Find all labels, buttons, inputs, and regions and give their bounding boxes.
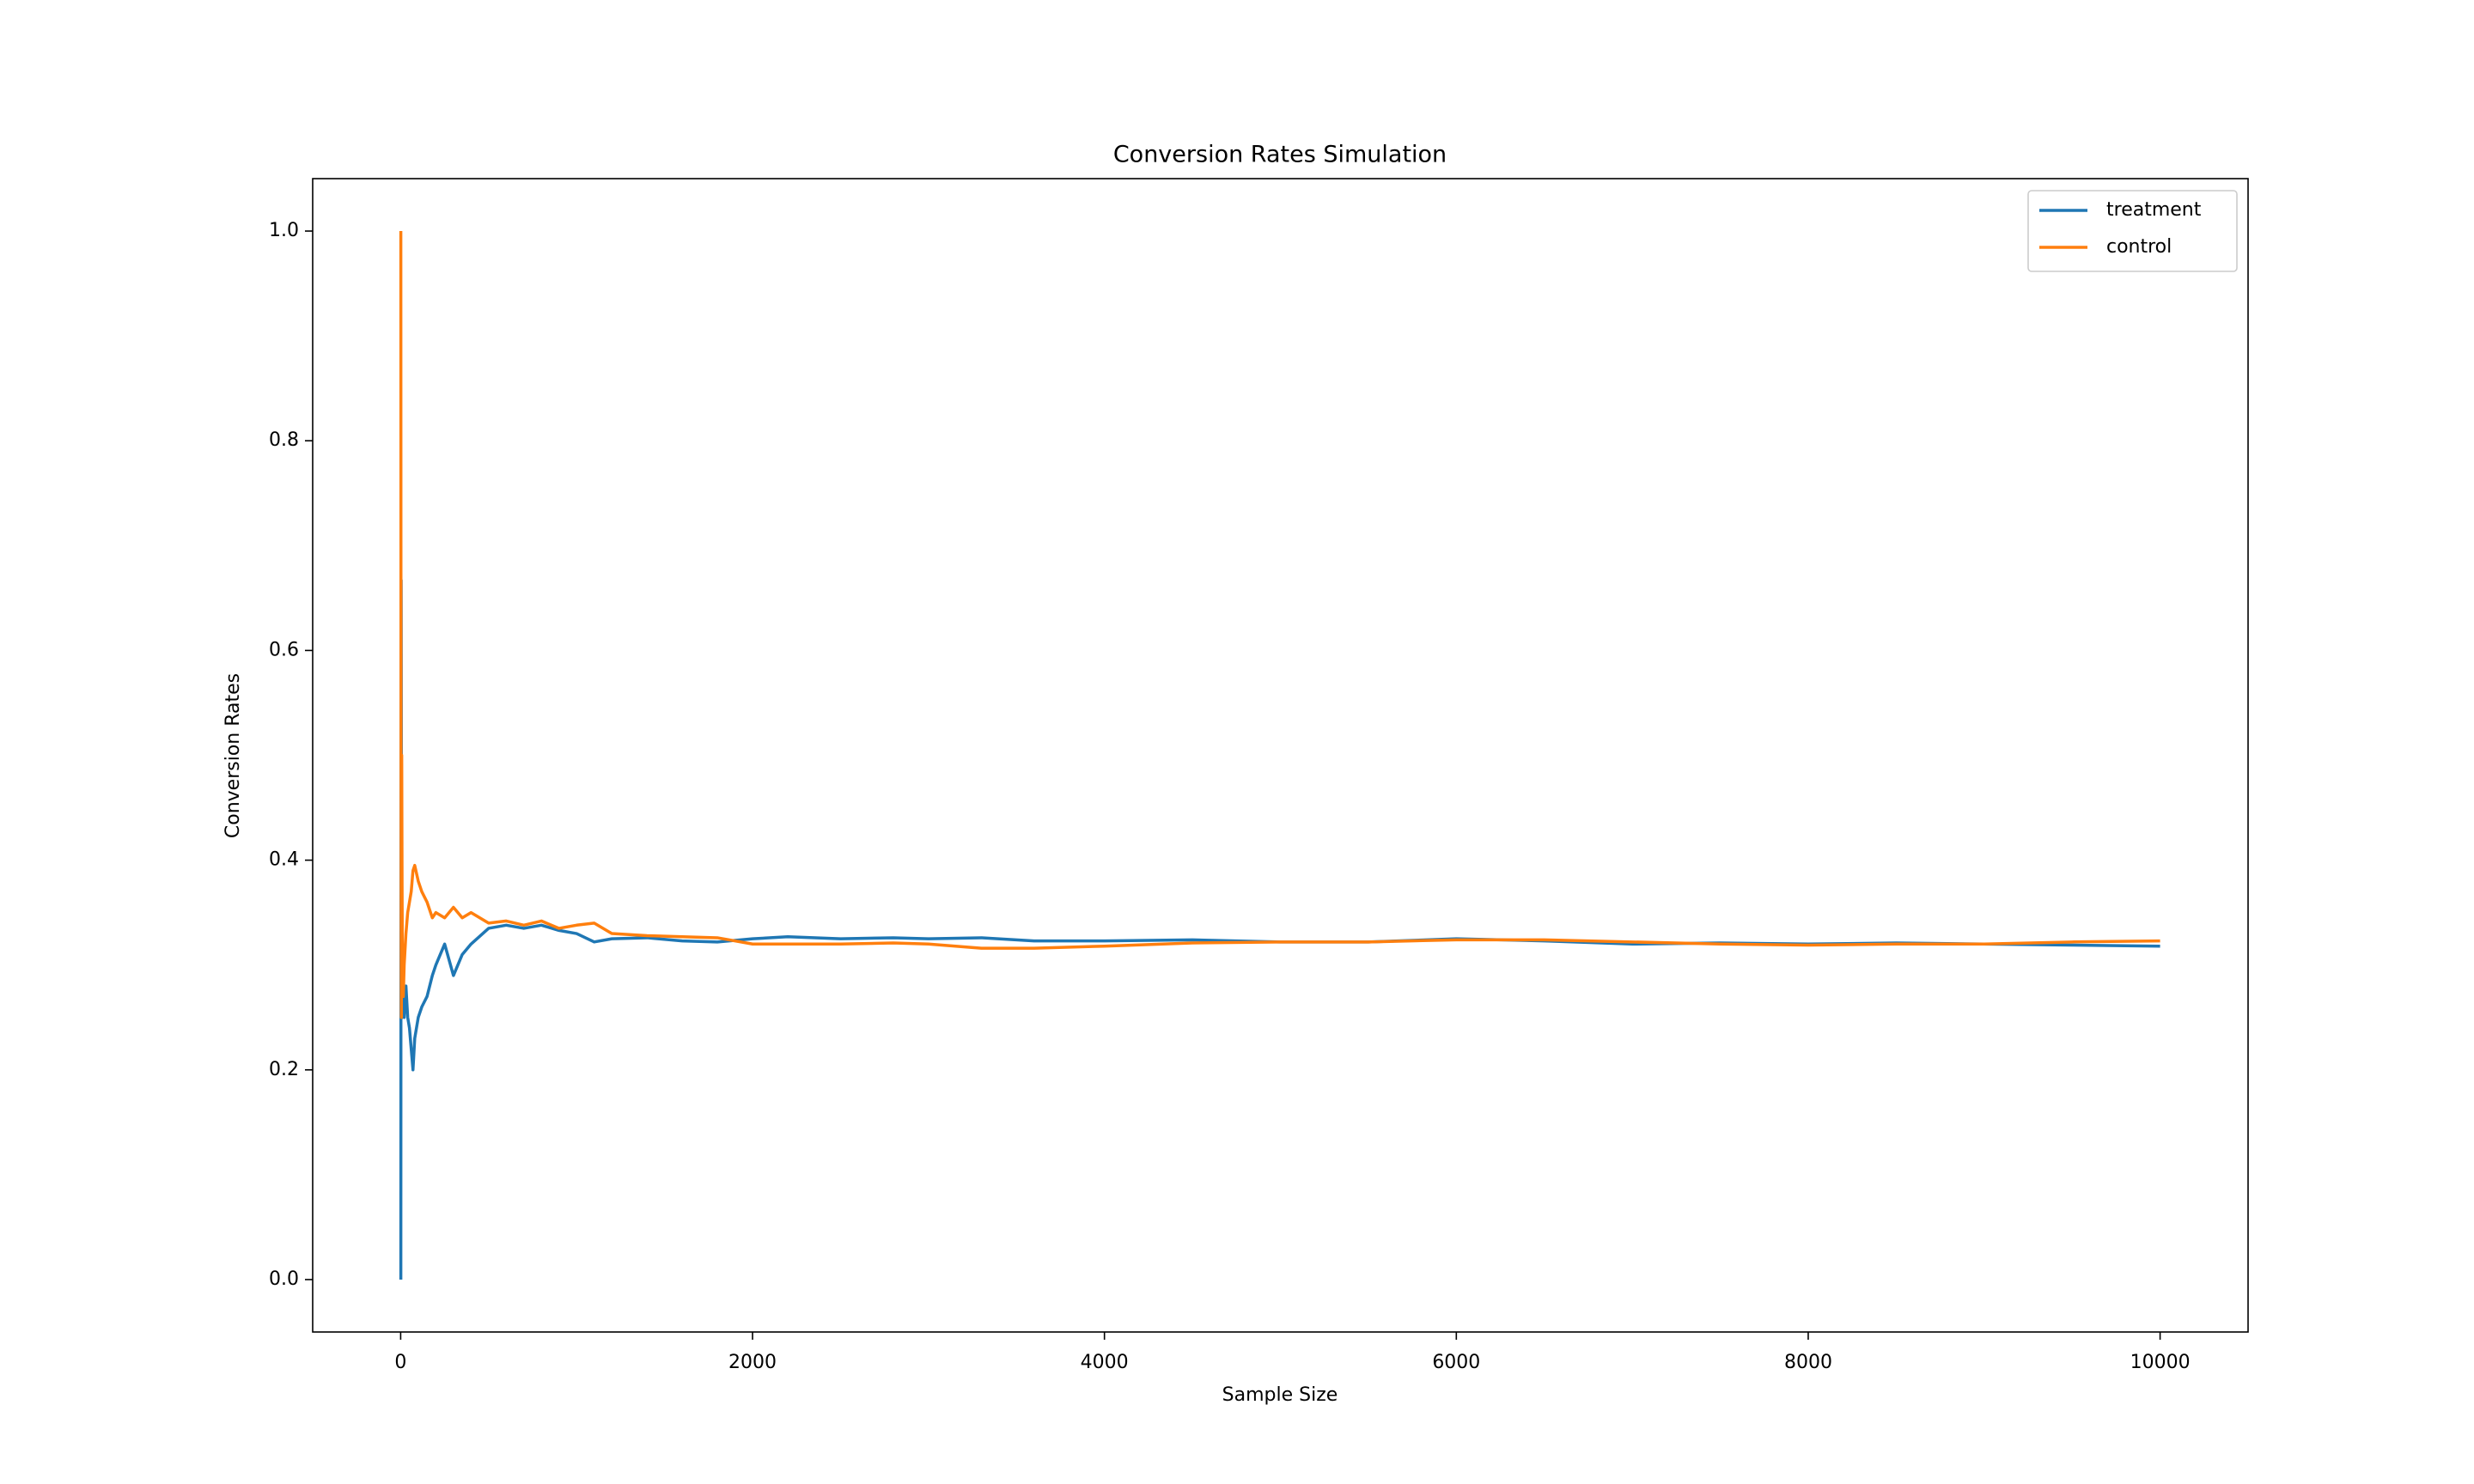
- plot-frame: [312, 178, 2249, 1333]
- series-line: [399, 231, 2160, 1019]
- x-tick-label: 6000: [1432, 1352, 1480, 1373]
- y-tick-label: 1.0: [269, 220, 299, 241]
- x-tick-label: 8000: [1784, 1352, 1832, 1373]
- y-tick-label: 0.2: [269, 1059, 299, 1080]
- y-tick-label: 0.8: [269, 429, 299, 451]
- chart-title: Conversion Rates Simulation: [1113, 142, 1447, 168]
- x-tick-label: 0: [394, 1352, 406, 1373]
- legend-label: treatment: [2106, 199, 2202, 221]
- x-tick-label: 2000: [728, 1352, 777, 1373]
- y-tick-label: 0.6: [269, 639, 299, 660]
- y-axis-label: Conversion Rates: [222, 673, 244, 838]
- x-axis-label: Sample Size: [1222, 1384, 1338, 1406]
- y-tick-label: 0.0: [269, 1268, 299, 1290]
- y-tick-label: 0.4: [269, 849, 299, 871]
- x-tick-label: 4000: [1081, 1352, 1129, 1373]
- x-tick-label: 10000: [2130, 1352, 2191, 1373]
- legend-label: control: [2106, 236, 2172, 258]
